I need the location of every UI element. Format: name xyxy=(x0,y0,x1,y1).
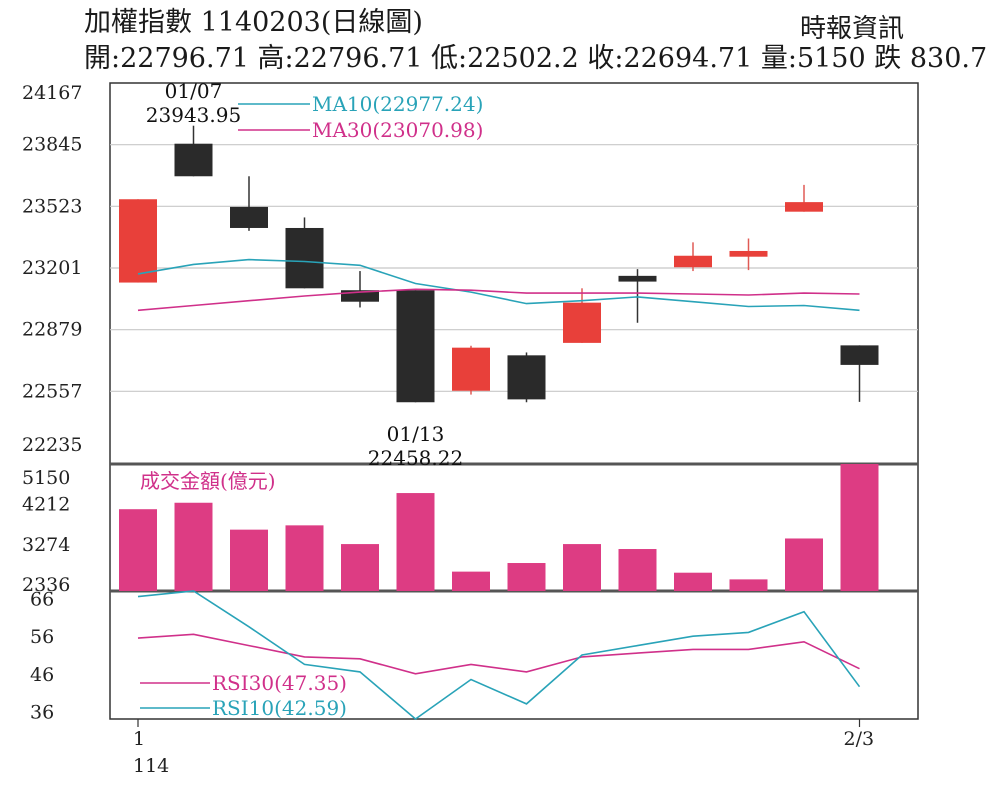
rsi-tick-label: 66 xyxy=(30,589,54,611)
candle-body xyxy=(840,345,879,365)
rsi-tick-label: 46 xyxy=(30,664,54,686)
plot-frame xyxy=(109,82,919,720)
legend-label: RSI30(47.35) xyxy=(212,671,347,695)
rsi-line xyxy=(137,633,860,675)
volume-tick-label: 2336 xyxy=(22,574,70,596)
volume-bar xyxy=(674,572,712,591)
candle-body xyxy=(230,206,268,228)
ma-line xyxy=(137,288,860,312)
volume-tick-label: 4212 xyxy=(22,493,70,515)
source-label: 時報資訊 xyxy=(799,14,904,44)
chart-title: 加權指數 1140203(日線圖) xyxy=(84,7,423,38)
legend-label: MA30(23070.98) xyxy=(312,118,483,142)
price-tick-label: 24167 xyxy=(22,82,82,104)
legend-label: MA10(22977.24) xyxy=(312,92,483,116)
moving-averages xyxy=(137,258,860,312)
volume-bar xyxy=(507,563,546,591)
legend-label: RSI10(42.59) xyxy=(212,696,347,720)
rsi-tick-label: 56 xyxy=(30,626,54,648)
volume-axis: 5150 4212 3274 2336 成交金額(億元) xyxy=(22,467,276,596)
volume-tick-label: 3274 xyxy=(22,534,70,556)
annotation-value: 23943.95 xyxy=(146,103,241,127)
rsi-legend: RSI30(47.35)RSI10(42.59) xyxy=(140,671,347,720)
candle-body xyxy=(119,199,157,283)
price-tick-label: 23523 xyxy=(22,195,82,217)
price-tick-label: 22235 xyxy=(22,434,82,456)
price-tick-label: 23845 xyxy=(22,134,82,156)
volume-bar xyxy=(119,509,157,591)
rsi-axis: 66 56 46 36 xyxy=(30,589,54,724)
volume-bar xyxy=(563,544,601,591)
candle-body xyxy=(729,250,768,257)
volume-bar xyxy=(230,529,268,591)
volume-bar xyxy=(729,579,768,591)
price-tick-label: 23201 xyxy=(22,257,82,279)
volume-bar xyxy=(341,544,379,591)
ma-line xyxy=(137,258,860,312)
volume-title: 成交金額(億元) xyxy=(140,469,276,493)
candle-body xyxy=(507,355,546,400)
candle-body xyxy=(285,227,324,289)
panel-frames xyxy=(109,82,919,720)
volume-bar xyxy=(174,502,213,591)
annotation-date: 01/13 xyxy=(387,422,445,446)
candlesticks xyxy=(119,125,879,403)
candle-body xyxy=(396,290,435,403)
price-tick-label: 22557 xyxy=(22,380,82,402)
price-tick-label: 22879 xyxy=(22,319,82,341)
ohlc-summary: 開:22796.71 高:22796.71 低:22502.2 收:22694.… xyxy=(84,43,988,74)
rsi-line xyxy=(137,590,861,721)
x-axis: 1 114 2/3 xyxy=(133,719,874,777)
volume-bar xyxy=(618,549,657,591)
volume-bar xyxy=(840,464,879,591)
volume-bar xyxy=(785,538,823,591)
x-tick-label: 2/3 xyxy=(844,728,875,750)
candle-body xyxy=(174,143,213,177)
volume-bars xyxy=(119,464,879,591)
candle-body xyxy=(785,202,823,212)
candle-body xyxy=(618,275,657,282)
volume-bar xyxy=(285,525,324,591)
x-sub-label: 114 xyxy=(133,755,169,777)
rsi-tick-label: 36 xyxy=(30,701,54,723)
candle-body xyxy=(674,255,712,268)
candle-body xyxy=(452,347,490,391)
ma-legend: MA10(22977.24)MA30(23070.98) xyxy=(238,92,483,142)
price-axis: 24167 23845 23523 23201 22879 22557 22235 xyxy=(22,82,82,456)
gridlines xyxy=(110,144,918,392)
volume-bar xyxy=(396,493,435,591)
volume-bar xyxy=(452,571,490,591)
candle-body xyxy=(563,302,601,343)
rsi-lines xyxy=(137,590,861,721)
x-tick-label: 1 xyxy=(133,728,145,750)
volume-tick-label: 5150 xyxy=(22,467,70,489)
annotation-date: 01/07 xyxy=(165,79,223,103)
candle-body xyxy=(341,290,379,302)
annotation-value: 22458.22 xyxy=(368,446,463,470)
